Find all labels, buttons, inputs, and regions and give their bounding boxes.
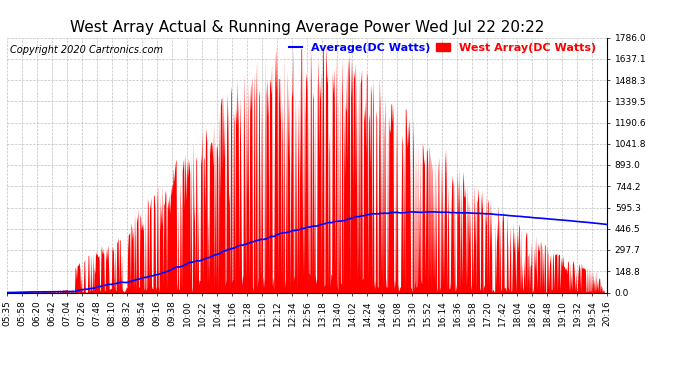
Title: West Array Actual & Running Average Power Wed Jul 22 20:22: West Array Actual & Running Average Powe… (70, 20, 544, 35)
Legend: Average(DC Watts), West Array(DC Watts): Average(DC Watts), West Array(DC Watts) (289, 43, 595, 53)
Text: Copyright 2020 Cartronics.com: Copyright 2020 Cartronics.com (10, 45, 163, 55)
